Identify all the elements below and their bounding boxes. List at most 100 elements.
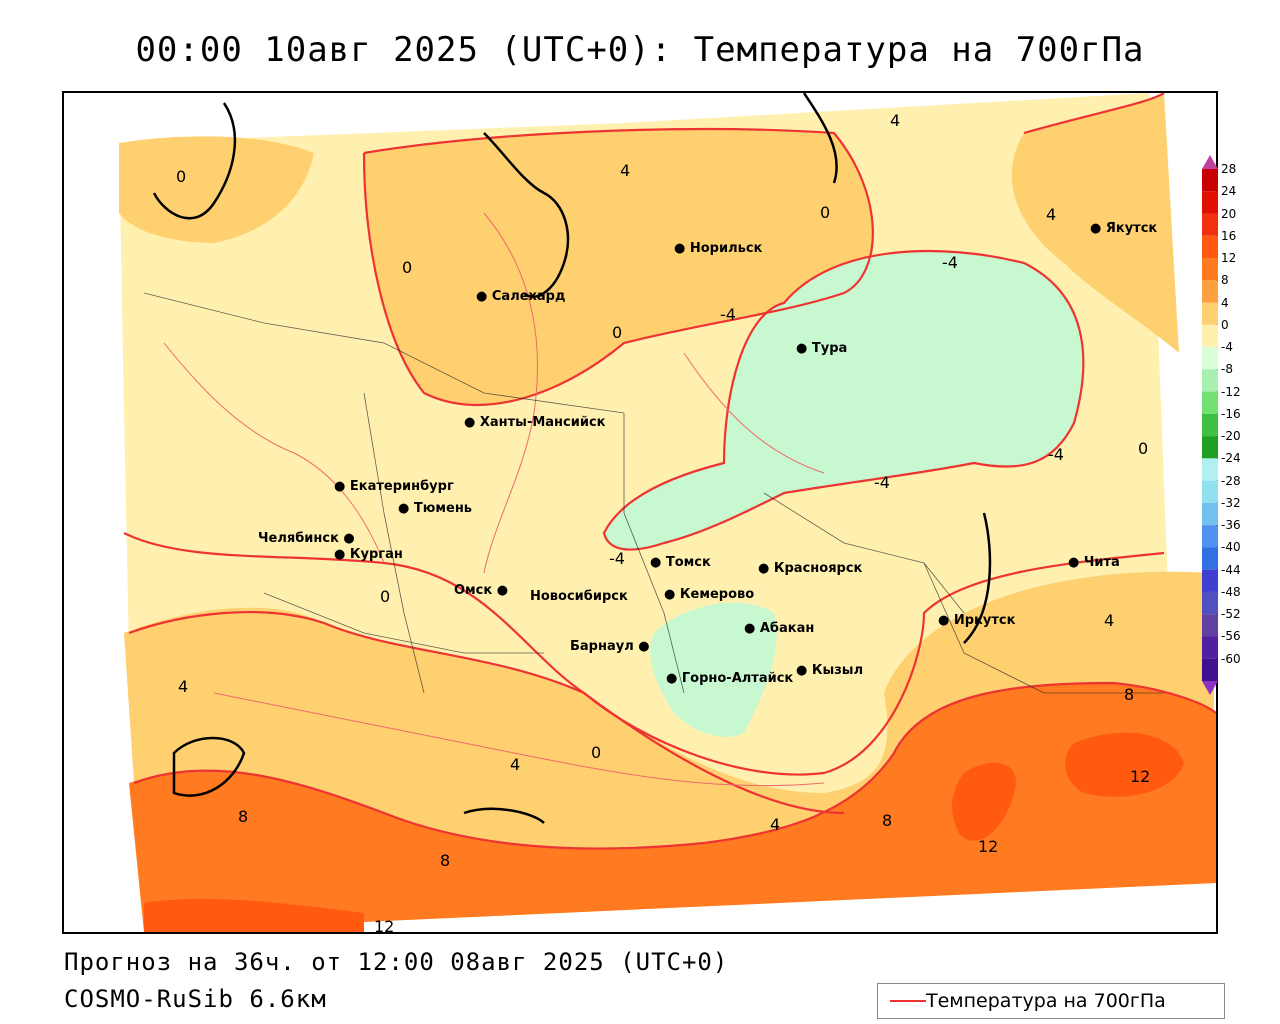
city-tomsk: ● Томск <box>650 555 711 570</box>
colorbar-tick-label: -4 <box>1221 340 1233 355</box>
city-novosibirsk: Новосибирск <box>530 589 628 604</box>
contour-label: 0 <box>380 587 391 606</box>
colorbar-swatch <box>1202 258 1218 281</box>
colorbar-tick-label: -32 <box>1221 495 1241 510</box>
colorbar-swatch <box>1202 436 1218 459</box>
colorbar-swatch <box>1202 480 1218 503</box>
colorbar-swatch <box>1202 525 1218 548</box>
colorbar-swatch <box>1202 280 1218 303</box>
colorbar-tick-label: -20 <box>1221 429 1241 444</box>
colorbar-swatch <box>1202 547 1218 570</box>
colorbar-tick-label: -52 <box>1221 607 1241 622</box>
colorbar-tick-label: 4 <box>1221 295 1229 310</box>
city-yekaterinburg: ● Екатеринбург <box>334 479 454 494</box>
contour-label: 0 <box>402 258 413 277</box>
contour-label: 12 <box>374 917 395 934</box>
colorbar-swatch <box>1202 302 1218 325</box>
colorbar-tick-label: -36 <box>1221 518 1241 533</box>
contour-label: -4 <box>609 549 625 568</box>
colorbar-scale <box>1202 155 1218 695</box>
colorbar-swatch <box>1202 502 1218 526</box>
colorbar-bottom-arrow <box>1202 681 1218 695</box>
contour-label: 8 <box>238 807 249 826</box>
city-abakan: ● Абакан <box>744 621 815 636</box>
field-4-8-nw <box>119 136 314 243</box>
contour-label: -4 <box>1048 445 1064 464</box>
legend: Температура на 700гПа <box>877 983 1225 1019</box>
temperature-map <box>119 93 1216 932</box>
colorbar-swatch <box>1202 169 1218 192</box>
colorbar-swatch <box>1202 369 1218 392</box>
contour-label: 4 <box>620 161 631 180</box>
contour-label: 8 <box>440 851 451 870</box>
field-12-16-c <box>144 898 364 932</box>
contour-label: 0 <box>591 743 602 762</box>
colorbar-swatch <box>1202 191 1218 214</box>
colorbar-tick-label: 0 <box>1221 317 1229 332</box>
colorbar-swatch <box>1202 658 1218 681</box>
contour-label: 0 <box>176 167 187 186</box>
colorbar-tick-label: -44 <box>1221 562 1241 577</box>
field-4-8-north <box>364 129 873 405</box>
colorbar-tick-label: -16 <box>1221 406 1241 421</box>
colorbar-swatch <box>1202 213 1218 236</box>
city-krasnoyarsk: ● Красноярск <box>758 561 863 576</box>
colorbar-tick-label: -56 <box>1221 629 1241 644</box>
colorbar-swatch <box>1202 347 1218 370</box>
contour-label: 0 <box>820 203 831 222</box>
colorbar-tick-label: -12 <box>1221 384 1241 399</box>
city-kemerovo: ● Кемерово <box>664 587 755 602</box>
contour-label: 4 <box>178 677 189 696</box>
contour-label: 4 <box>770 815 781 834</box>
city-tura: ● Тура <box>796 341 848 356</box>
contour-label: 0 <box>612 323 623 342</box>
model-info: COSMO-RuSib 6.6км <box>64 985 327 1013</box>
legend-line-swatch <box>890 1000 926 1002</box>
colorbar-swatch <box>1202 391 1218 414</box>
colorbar-tick-label: -28 <box>1221 473 1241 488</box>
contour-label: -4 <box>942 253 958 272</box>
colorbar-swatch <box>1202 413 1218 437</box>
colorbar-swatch <box>1202 591 1218 615</box>
city-barnaul: Барнаул ● <box>570 639 650 654</box>
city-norilsk: ● Норильск <box>674 241 763 256</box>
contour-label: 4 <box>510 755 521 774</box>
field-12-16-b <box>1065 732 1184 797</box>
city-yakutsk: ● Якутск <box>1090 221 1158 236</box>
contour-label: -4 <box>720 305 736 324</box>
map-title: 00:00 10авг 2025 (UTC+0): Температура на… <box>135 30 1145 70</box>
colorbar-tick-label: -24 <box>1221 451 1241 466</box>
contour-label: -4 <box>874 473 890 492</box>
city-omsk: Омск ● <box>454 583 509 598</box>
field-4-8-east <box>1011 93 1179 353</box>
city-kurgan: ● Курган <box>334 547 403 562</box>
colorbar-swatch <box>1202 324 1218 348</box>
forecast-info: Прогноз на 36ч. от 12:00 08авг 2025 (UTC… <box>64 948 729 976</box>
colorbar-tick-label: -60 <box>1221 651 1241 666</box>
colorbar-tick-label: -40 <box>1221 540 1241 555</box>
colorbar-tick-label: 8 <box>1221 273 1229 288</box>
contour-label: 4 <box>1104 611 1115 630</box>
colorbar-tick-label: -8 <box>1221 362 1233 377</box>
colorbar-tick-label: 24 <box>1221 184 1237 199</box>
contour-label: 0 <box>1138 439 1149 458</box>
city-irkutsk: ● Иркутск <box>938 613 1016 628</box>
contour-label: 4 <box>890 111 901 130</box>
colorbar-tick-label: 28 <box>1221 162 1237 176</box>
colorbar-top-arrow <box>1202 155 1218 169</box>
city-kyzyl: ● Кызыл <box>796 663 864 678</box>
legend-label: Температура на 700гПа <box>926 990 1166 1012</box>
contour-label: 4 <box>1046 205 1057 224</box>
city-tyumen: ● Тюмень <box>398 501 473 516</box>
contour-label: 8 <box>882 811 893 830</box>
city-chita: ● Чита <box>1068 555 1120 570</box>
contour-label: 8 <box>1124 685 1135 704</box>
field-12-16-a <box>952 762 1016 841</box>
colorbar-swatch <box>1202 458 1218 481</box>
city-khanty-mansiysk: ● Ханты-Мансийск <box>464 415 606 430</box>
colorbar: 28 24 20 16 12 8 4 0 -4 -8 -12 -16 -20 -24 -28 -32 -36 -4… <box>1199 155 1269 695</box>
map-frame: 0 0 0 0 0 0 0 4 4 4 4 4 4 4 -4 -4 -4 -4 … <box>62 91 1218 934</box>
colorbar-swatch <box>1202 235 1218 259</box>
colorbar-tick-label: 20 <box>1221 206 1237 221</box>
colorbar-swatch <box>1202 636 1218 659</box>
